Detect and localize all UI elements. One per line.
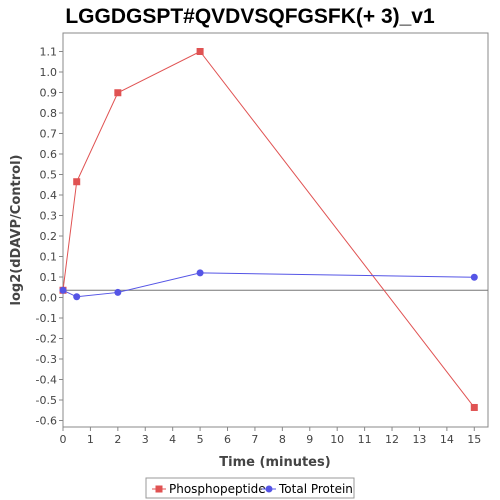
y-tick-label: -0.6 bbox=[36, 415, 57, 428]
data-point-circle bbox=[114, 288, 122, 296]
y-tick-label: 0.2 bbox=[40, 230, 58, 243]
x-tick-label: 3 bbox=[142, 433, 149, 446]
x-tick-label: 11 bbox=[358, 433, 372, 446]
y-tick-label: 0.5 bbox=[40, 169, 58, 182]
legend-marker-circle bbox=[265, 485, 273, 493]
data-point-square bbox=[114, 89, 122, 97]
chart-title: LGGDGSPT#QVDVSQFGSFK(+ 3)_v1 bbox=[65, 5, 435, 28]
y-tick-label: 0.8 bbox=[40, 107, 58, 120]
data-point-square bbox=[470, 403, 478, 411]
data-point-square bbox=[73, 178, 81, 186]
y-tick-label: -0.5 bbox=[36, 394, 57, 407]
y-tick-label: -0.3 bbox=[36, 353, 57, 366]
legend-label: Total Protein bbox=[278, 482, 353, 496]
y-tick-label: 0.4 bbox=[40, 189, 58, 202]
x-tick-label: 9 bbox=[306, 433, 313, 446]
plot-area bbox=[62, 32, 489, 428]
x-tick-label: 5 bbox=[197, 433, 204, 446]
x-tick-label: 15 bbox=[467, 433, 481, 446]
y-tick-label: 0.0 bbox=[40, 292, 58, 305]
x-tick-label: 14 bbox=[440, 433, 454, 446]
y-tick-label: 1.0 bbox=[40, 66, 58, 79]
x-tick-label: 7 bbox=[251, 433, 258, 446]
data-point-square bbox=[196, 48, 204, 55]
data-point-circle bbox=[59, 286, 67, 294]
y-axis-label: log2(dDAVP/Control) bbox=[9, 155, 24, 306]
x-tick-label: 12 bbox=[385, 433, 399, 446]
x-tick-label: 8 bbox=[279, 433, 286, 446]
y-tick-label: 0.1 bbox=[40, 251, 58, 264]
legend-box bbox=[145, 477, 355, 499]
x-tick-label: 0 bbox=[60, 433, 67, 446]
x-tick-label: 1 bbox=[87, 433, 94, 446]
y-tick-label: 0.7 bbox=[40, 128, 58, 141]
y-tick-label: 0.3 bbox=[40, 210, 58, 223]
x-tick-label: 6 bbox=[224, 433, 231, 446]
data-point-circle bbox=[470, 273, 478, 281]
y-tick-label: 0.1 bbox=[40, 271, 58, 284]
y-tick-label: 0.9 bbox=[40, 87, 58, 100]
x-tick-label: 13 bbox=[412, 433, 426, 446]
legend-label: Phosphopeptide bbox=[169, 482, 266, 496]
x-axis-label: Time (minutes) bbox=[219, 455, 330, 470]
data-point-circle bbox=[196, 269, 204, 277]
y-tick-label: -0.1 bbox=[36, 312, 57, 325]
legend: Phosphopeptide Total Protein bbox=[145, 477, 355, 499]
x-tick-label: 10 bbox=[330, 433, 344, 446]
y-tick-label: 0.6 bbox=[40, 148, 58, 161]
x-tick-label: 4 bbox=[169, 433, 176, 446]
x-tick-label: 2 bbox=[114, 433, 121, 446]
y-tick-label: -0.2 bbox=[36, 333, 57, 346]
data-point-circle bbox=[73, 293, 81, 301]
y-tick-label: -0.4 bbox=[36, 374, 57, 387]
legend-marker-square bbox=[155, 485, 163, 493]
y-tick-label: 1.1 bbox=[40, 46, 58, 59]
